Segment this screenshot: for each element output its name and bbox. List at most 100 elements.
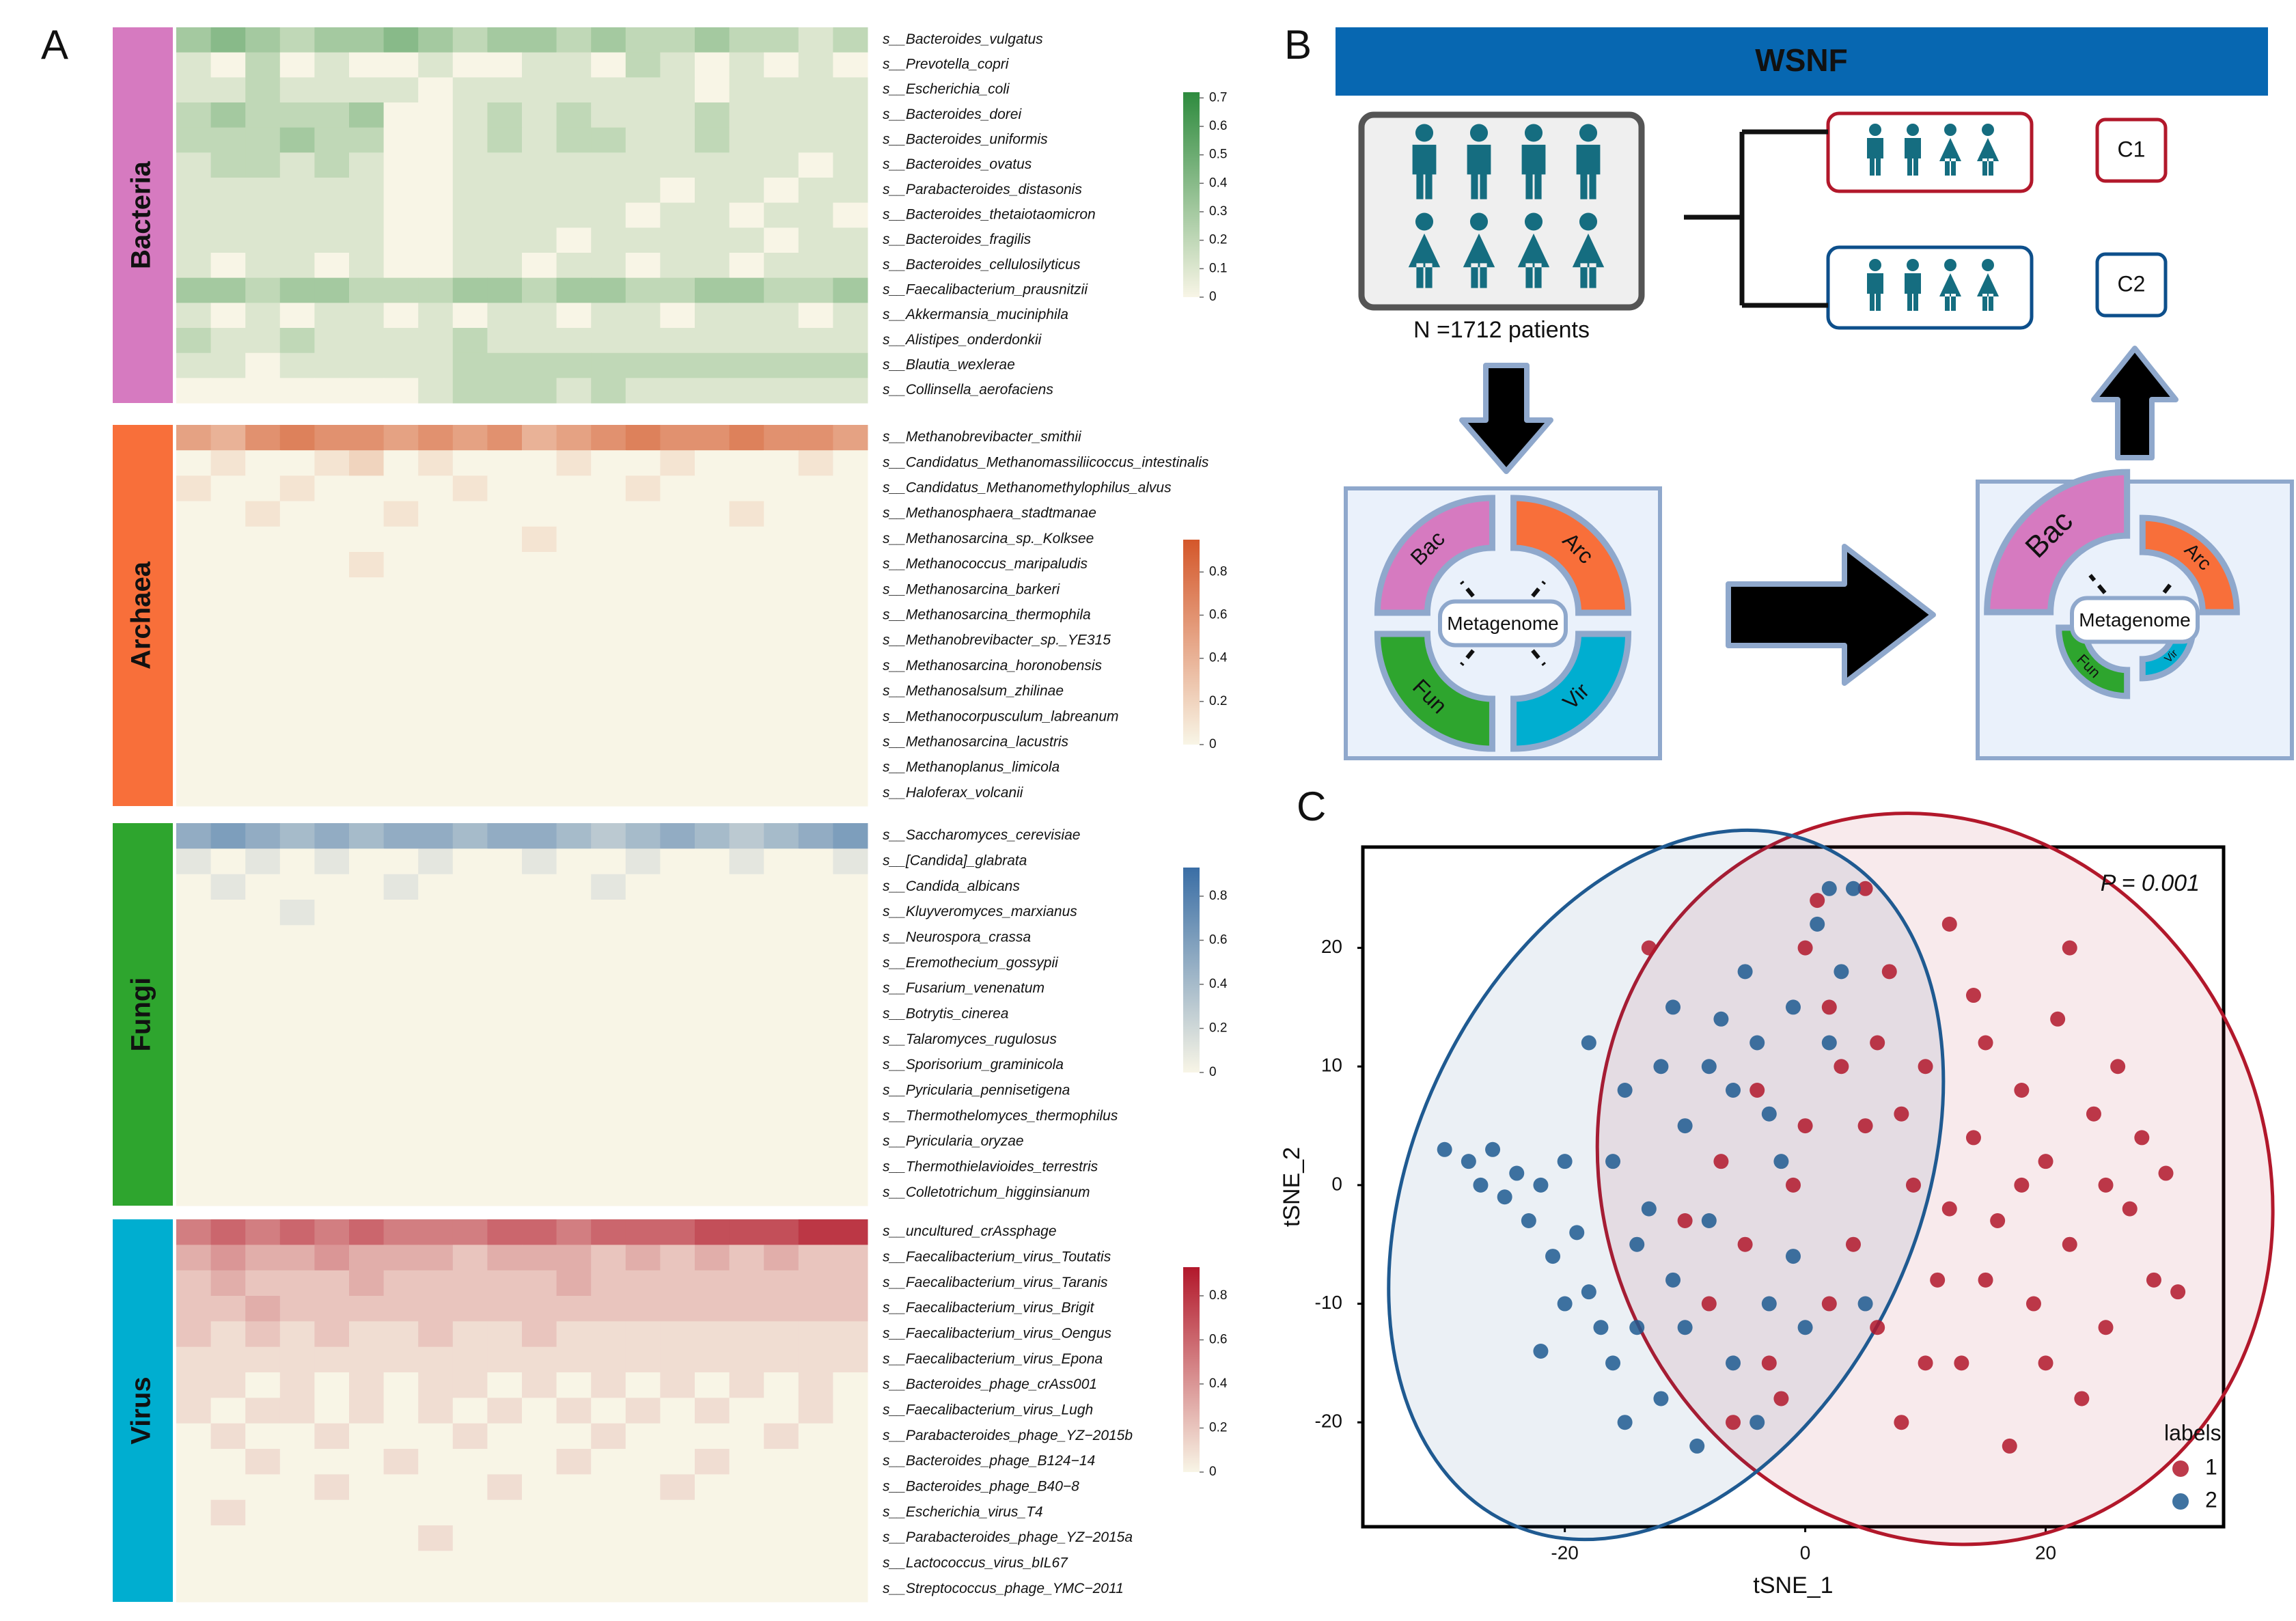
row-label: s__Parabacteroides_phage_YZ−2015b — [883, 1428, 1133, 1443]
heat-cell — [798, 1321, 833, 1348]
heat-cell — [660, 1525, 695, 1551]
heat-cell — [245, 1551, 281, 1577]
heat-cell — [591, 1154, 626, 1181]
heat-cell — [729, 1053, 764, 1079]
row-label: s__Escherichia_virus_T4 — [883, 1504, 1043, 1520]
heat-cell — [279, 526, 315, 553]
heat-cell — [522, 1027, 557, 1053]
heat-cell — [591, 653, 626, 680]
heat-cell — [695, 1180, 730, 1206]
heat-cell — [798, 127, 833, 153]
y-tick-label: -10 — [1315, 1292, 1342, 1313]
heat-cell — [349, 950, 385, 977]
heat-cell — [279, 1001, 315, 1028]
heat-cell — [729, 552, 764, 578]
heat-cell — [314, 178, 350, 204]
colorbar-tick-label: 0.2 — [1209, 233, 1227, 247]
heat-cell — [210, 823, 246, 849]
heat-cell — [522, 202, 557, 228]
heat-cell — [764, 1129, 799, 1155]
heat-cell — [522, 704, 557, 730]
heat-cell — [625, 1001, 661, 1028]
heat-cell — [660, 1129, 695, 1155]
heat-cell — [660, 1398, 695, 1424]
heat-cell — [695, 577, 730, 603]
point — [1617, 1415, 1633, 1430]
heat-cell — [349, 127, 385, 153]
heat-cell — [314, 679, 350, 705]
heat-cell — [418, 450, 454, 476]
heat-cell — [522, 1372, 557, 1398]
heat-cell — [764, 1525, 799, 1551]
person-icon — [1517, 212, 1550, 288]
heat-cell — [660, 976, 695, 1002]
heat-cell — [522, 178, 557, 204]
heat-cell — [452, 77, 488, 103]
row-label: s__Blautia_wexlerae — [883, 357, 1015, 373]
heat-cell — [210, 1245, 246, 1271]
point — [1941, 1201, 1957, 1217]
heat-cell — [452, 602, 488, 629]
heat-cell — [798, 1449, 833, 1475]
row-label: s__Faecalibacterium_virus_Epona — [883, 1351, 1103, 1367]
heat-cell — [176, 52, 212, 78]
heat-cell — [245, 925, 281, 952]
heat-cell — [660, 1474, 695, 1501]
heat-cell — [487, 1474, 523, 1501]
heat-cell — [210, 1180, 246, 1206]
heat-cell — [764, 77, 799, 103]
heat-cell — [210, 552, 246, 578]
heat-cell — [556, 628, 592, 654]
heat-cell — [798, 52, 833, 78]
point — [1617, 1082, 1633, 1098]
heat-cell — [383, 102, 419, 128]
heat-cell — [452, 202, 488, 228]
heat-cell — [487, 1129, 523, 1155]
heat-cell — [418, 202, 454, 228]
heat-cell — [210, 352, 246, 378]
point — [1761, 1296, 1777, 1312]
person-icon — [1867, 259, 1883, 311]
heat-cell — [279, 227, 315, 253]
heat-cell — [522, 1423, 557, 1450]
heat-cell — [833, 1372, 868, 1398]
point — [2014, 1177, 2030, 1193]
heat-cell — [314, 704, 350, 730]
heat-cell — [418, 501, 454, 527]
row-label: s__Faecalibacterium_virus_Taranis — [883, 1275, 1108, 1290]
heat-cell — [798, 1346, 833, 1373]
heat-cell — [660, 552, 695, 578]
heat-cell — [176, 653, 212, 680]
heat-cell — [487, 874, 523, 900]
heat-cell — [625, 27, 661, 53]
heat-cell — [695, 900, 730, 926]
point — [1978, 1035, 1993, 1051]
heat-cell — [625, 526, 661, 553]
heat-cell — [660, 1219, 695, 1245]
heat-cell — [522, 552, 557, 578]
heat-cell — [833, 1398, 868, 1424]
heat-cell — [418, 1219, 454, 1245]
heat-cell — [729, 77, 764, 103]
heat-cell — [833, 679, 868, 705]
heat-cell — [522, 602, 557, 629]
center-label: Metagenome — [1447, 613, 1558, 634]
heat-cell — [625, 679, 661, 705]
heat-cell — [625, 378, 661, 404]
row-label: s__Faecalibacterium_virus_Oengus — [883, 1326, 1112, 1342]
heat-cell — [695, 1103, 730, 1130]
heat-cell — [695, 602, 730, 629]
heat-cell — [418, 1551, 454, 1577]
heat-cell — [729, 526, 764, 553]
heat-cell — [556, 1053, 592, 1079]
heat-cell — [522, 1321, 557, 1348]
heat-cell — [487, 1027, 523, 1053]
heat-cell — [487, 1001, 523, 1028]
heat-cell — [418, 1270, 454, 1297]
heat-cell — [556, 552, 592, 578]
heat-cell — [452, 1053, 488, 1079]
heat-cell — [729, 425, 764, 451]
heat-cell — [660, 848, 695, 875]
heat-cell — [210, 780, 246, 807]
heat-cell — [487, 1499, 523, 1526]
